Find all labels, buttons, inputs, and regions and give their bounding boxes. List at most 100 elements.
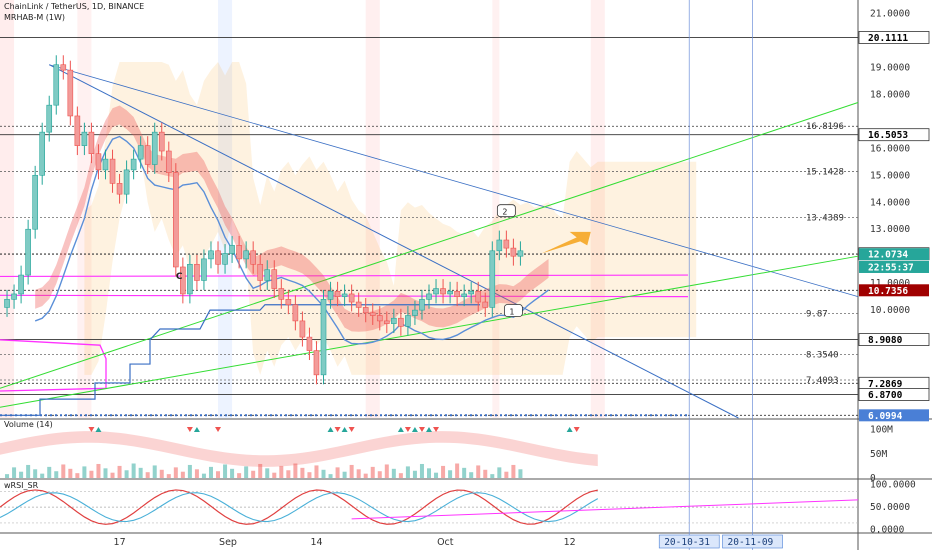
candle-body	[412, 309, 418, 316]
axis-price-tag-label: 6.0994	[868, 411, 903, 422]
signal-marker	[88, 427, 95, 432]
candle-body	[180, 266, 186, 295]
signal-marker	[341, 427, 348, 432]
candle-body	[67, 69, 74, 117]
volume-bar	[384, 464, 389, 478]
candle-body	[292, 304, 299, 322]
price-level-label: 8.3540	[806, 351, 839, 361]
signal-marker	[426, 427, 432, 432]
candle-body	[39, 131, 45, 176]
candle-body	[165, 150, 172, 173]
signal-marker	[411, 427, 418, 432]
candle-body	[384, 320, 390, 324]
volume-bar	[335, 467, 340, 478]
signal-marker	[327, 427, 334, 432]
price-level-label: 16.8196	[806, 122, 844, 132]
candle-body	[264, 269, 271, 281]
axis-price-tag-label: 16.5053	[868, 130, 908, 141]
candle-body	[475, 290, 482, 303]
y-tick-label: 13.0000	[870, 224, 910, 235]
volume-bar	[223, 464, 228, 478]
volume-bar	[5, 474, 10, 478]
candle-body	[201, 258, 207, 281]
candle-body	[271, 269, 278, 289]
axis-price-tag	[859, 248, 929, 261]
candle-body	[468, 290, 474, 295]
volume-bar	[427, 468, 431, 478]
wrsi-pane-title: wRSI_SR	[4, 481, 39, 490]
volume-bar	[194, 469, 199, 478]
candle-body	[433, 288, 439, 295]
volume-bar	[131, 463, 136, 478]
volume-bar	[448, 470, 453, 478]
volume-bar	[412, 470, 417, 478]
y-tick-label: 18.0000	[870, 89, 910, 100]
y-tick-label: 14.0000	[870, 197, 910, 208]
volume-bar	[75, 473, 80, 478]
signal-marker	[215, 427, 222, 432]
candle-body	[32, 174, 38, 230]
candle-body	[18, 274, 24, 295]
signal-marker	[566, 427, 573, 432]
volume-bar	[398, 473, 403, 478]
volume-bar	[230, 468, 235, 478]
volume-bar	[518, 469, 523, 478]
volume-bar	[342, 471, 347, 478]
candle-body	[285, 299, 292, 306]
signal-marker	[348, 427, 355, 432]
x-tick-label: 14	[310, 537, 322, 548]
volume-bar	[26, 464, 31, 478]
candle-body	[53, 64, 60, 106]
axis-price-tag	[858, 388, 930, 401]
volume-bar	[47, 466, 52, 478]
magenta-box	[0, 339, 107, 392]
candle-body	[11, 293, 17, 300]
y-tick-label: 11.0000	[870, 278, 910, 289]
candle-body	[320, 299, 327, 376]
candle-body	[158, 131, 165, 152]
countdown-label: 22:55:37	[868, 262, 914, 273]
candle-body	[341, 293, 348, 297]
volume-bar	[159, 469, 164, 478]
axis-price-tag	[859, 284, 929, 297]
candle-body	[88, 131, 95, 155]
volume-bar	[180, 471, 185, 478]
volume-bar	[272, 472, 277, 478]
trend-line-green	[0, 102, 859, 389]
ma-ribbon	[35, 105, 549, 332]
volume-bar	[391, 468, 396, 478]
candle-body	[278, 288, 285, 300]
stepped-support-line	[0, 304, 480, 416]
candle-body	[419, 299, 425, 311]
candle-body	[447, 290, 453, 295]
volume-bar	[117, 465, 122, 478]
candle-body	[257, 263, 264, 281]
candle-body	[313, 350, 320, 376]
volume-bar	[462, 467, 467, 478]
volume-bar	[286, 470, 291, 478]
candle-body	[327, 290, 334, 300]
candle-body	[151, 131, 158, 165]
countdown-tag	[859, 260, 929, 273]
price-level-label: 9.87	[806, 310, 828, 320]
signal-marker	[186, 427, 193, 432]
candle-body	[123, 169, 130, 195]
volume-bar	[251, 470, 256, 478]
annotation-label-2: 2	[502, 208, 507, 217]
candle-body	[215, 250, 221, 265]
signal-marker	[193, 427, 200, 432]
y-tick-label: 15.0000	[870, 170, 910, 181]
highlight-stripe	[0, 0, 15, 418]
candle-body	[510, 247, 517, 257]
axis-price-tag-label: 20.1111	[868, 33, 908, 44]
volume-bar	[419, 463, 424, 478]
candle-body	[144, 145, 151, 165]
date-tag-box	[658, 534, 720, 549]
candle-body	[130, 158, 137, 171]
volume-pane-title: Volume (14)	[4, 420, 53, 429]
annotation-label-c: C	[176, 272, 183, 282]
volume-bar	[166, 474, 171, 478]
price-level-label: 7.4093	[806, 376, 839, 386]
